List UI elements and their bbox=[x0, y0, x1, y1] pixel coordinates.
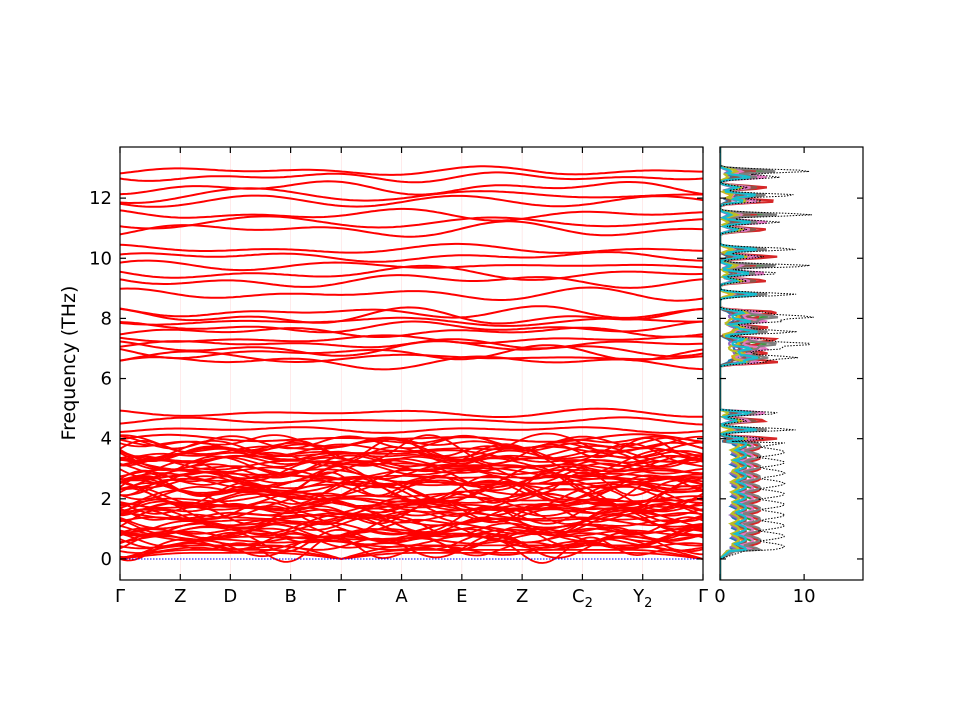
band-line-lower-top-2 bbox=[120, 416, 703, 426]
band-x-tick-label: Z bbox=[516, 586, 528, 607]
band-line-upper-15 bbox=[120, 251, 703, 263]
dos-y-axis bbox=[720, 197, 863, 560]
band-line-upper-12 bbox=[120, 274, 703, 289]
band-line-upper-4 bbox=[120, 338, 703, 350]
band-line-lower-39 bbox=[120, 474, 703, 503]
band-line-upper-13 bbox=[120, 264, 703, 281]
band-y-tick-label: 6 bbox=[101, 369, 112, 390]
band-y-tick-label: 10 bbox=[89, 248, 112, 269]
band-line-lower-27 bbox=[120, 498, 703, 517]
band-line-lower-top-3 bbox=[120, 407, 703, 418]
band-x-tick-label: E bbox=[456, 586, 467, 607]
dos-lines bbox=[720, 147, 814, 580]
band-line-lower-55 bbox=[120, 453, 703, 473]
band-line-lower-37 bbox=[120, 480, 703, 503]
band-line-upper-18 bbox=[120, 215, 703, 230]
band-lines bbox=[120, 147, 703, 580]
band-line-upper-23 bbox=[120, 171, 703, 184]
band-line-upper-5 bbox=[120, 334, 703, 345]
band-structure-panel: 0 2 4 6 8 10 12 Γ Z D B Γ A E Z C2 Y2 Γ Frequency (THz) bbox=[58, 146, 708, 611]
band-line-lower-15 bbox=[120, 513, 703, 537]
band-line-upper-9 bbox=[120, 306, 703, 325]
band-line-upper-21 bbox=[120, 187, 703, 205]
band-x-tick-label: Y2 bbox=[632, 586, 652, 611]
band-y-tick-label: 12 bbox=[89, 188, 112, 209]
band-line-upper-17 bbox=[120, 220, 703, 238]
band-plot-frame bbox=[119, 146, 704, 581]
band-line-lower-67 bbox=[120, 436, 703, 452]
band-line-acoustic-1 bbox=[120, 549, 703, 560]
band-x-tick-label: D bbox=[223, 586, 237, 607]
band-y-axis-label: Frequency (THz) bbox=[58, 286, 80, 441]
band-line-upper-0 bbox=[120, 355, 703, 371]
band-x-tick-label: Γ bbox=[115, 586, 125, 607]
band-line-upper-19 bbox=[120, 207, 703, 222]
band-line-upper-7 bbox=[120, 320, 703, 334]
band-line-upper-11 bbox=[120, 286, 703, 302]
band-line-lower-22 bbox=[120, 503, 703, 526]
band-line-upper-1 bbox=[120, 350, 703, 363]
band-x-tick-label: Z bbox=[174, 586, 186, 607]
band-x-tick-label: C2 bbox=[572, 586, 593, 611]
dos-partial-line-9 bbox=[720, 147, 759, 580]
band-y-tick-label: 4 bbox=[101, 429, 112, 450]
band-line-lower-45 bbox=[120, 465, 703, 495]
band-x-tick-label: B bbox=[284, 586, 296, 607]
band-x-tick-label: A bbox=[395, 586, 408, 607]
band-line-upper-2 bbox=[120, 344, 703, 362]
band-line-acoustic-2 bbox=[120, 552, 703, 560]
band-line-acoustic-0 bbox=[120, 544, 703, 560]
band-line-upper-24 bbox=[120, 165, 703, 176]
band-line-lower-69 bbox=[120, 434, 703, 450]
band-line-lower-top-1 bbox=[120, 426, 703, 434]
band-line-upper-10 bbox=[120, 305, 703, 319]
band-y-tick-label: 0 bbox=[101, 549, 112, 570]
band-line-lower-42 bbox=[120, 477, 703, 491]
band-line-lower-49 bbox=[120, 461, 703, 485]
dos-x-axis: 0 10 bbox=[714, 147, 816, 607]
band-line-lower-68 bbox=[120, 435, 703, 450]
dos-x-tick-label: 10 bbox=[793, 586, 816, 607]
band-line-lower-17 bbox=[120, 514, 703, 534]
band-y-tick-label: 8 bbox=[101, 308, 112, 329]
band-x-tick-label: Γ bbox=[336, 586, 346, 607]
band-line-upper-16 bbox=[120, 242, 703, 254]
dos-x-tick-label: 0 bbox=[714, 586, 725, 607]
band-x-tick-label: Γ bbox=[698, 586, 708, 607]
dos-panel: 0 10 bbox=[714, 146, 864, 607]
band-line-lower-58 bbox=[120, 443, 703, 475]
band-line-lower-47 bbox=[120, 472, 703, 482]
band-line-upper-6 bbox=[120, 326, 703, 338]
band-y-axis: 0 2 4 6 8 10 12 bbox=[89, 188, 703, 570]
band-line-upper-14 bbox=[120, 259, 703, 272]
band-y-tick-label: 2 bbox=[101, 489, 112, 510]
dos-plot-frame bbox=[719, 146, 864, 581]
band-line-upper-20 bbox=[120, 194, 703, 208]
band-line-upper-22 bbox=[120, 180, 703, 196]
